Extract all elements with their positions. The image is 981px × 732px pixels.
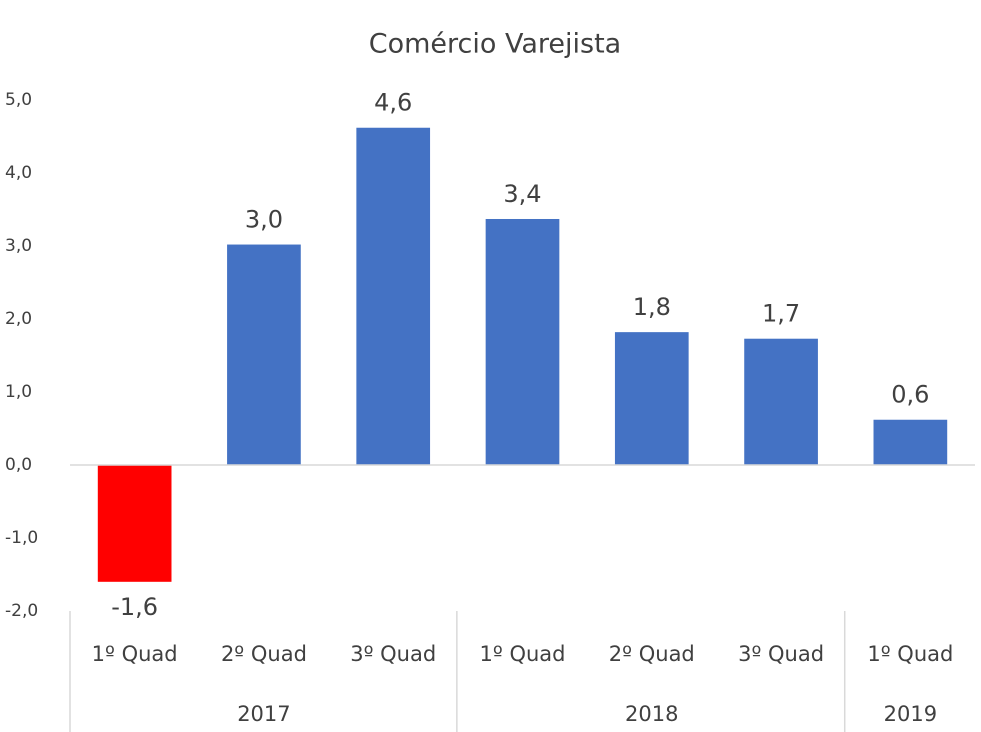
bar [614,332,689,465]
x-tick-label: 3º Quad [738,642,824,666]
x-tick-label: 1º Quad [92,642,178,666]
bar [873,419,948,465]
x-tick-label: 1º Quad [480,642,566,666]
y-tick-label: 2,0 [5,309,32,329]
x-tick-label: 2º Quad [609,642,695,666]
y-tick-label: -1,0 [5,528,38,548]
data-label: 3,0 [245,206,283,234]
y-tick-label: 1,0 [5,382,32,402]
x-tick-label: 1º Quad [867,642,953,666]
data-label: 1,8 [633,293,671,321]
y-tick-label: -2,0 [5,601,38,621]
chart-title: Comércio Varejista [369,29,621,60]
data-label: 3,4 [503,180,541,208]
x-tick-label: 2º Quad [221,642,307,666]
group-label: 2018 [625,702,678,726]
data-label: 4,6 [374,89,412,117]
bar [485,218,560,465]
bar [227,244,301,465]
group-label: 2017 [237,702,290,726]
bar [744,338,818,465]
y-tick-label: 4,0 [5,163,32,183]
y-tick-label: 5,0 [5,90,32,110]
y-tick-label: 0,0 [5,455,32,475]
bar [97,465,172,582]
data-label: 1,7 [762,300,800,328]
y-tick-label: 3,0 [5,236,32,256]
data-label: -1,6 [111,593,158,621]
group-label: 2019 [884,702,937,726]
bar [356,127,431,466]
data-label: 0,6 [891,381,929,409]
x-tick-label: 3º Quad [350,642,436,666]
